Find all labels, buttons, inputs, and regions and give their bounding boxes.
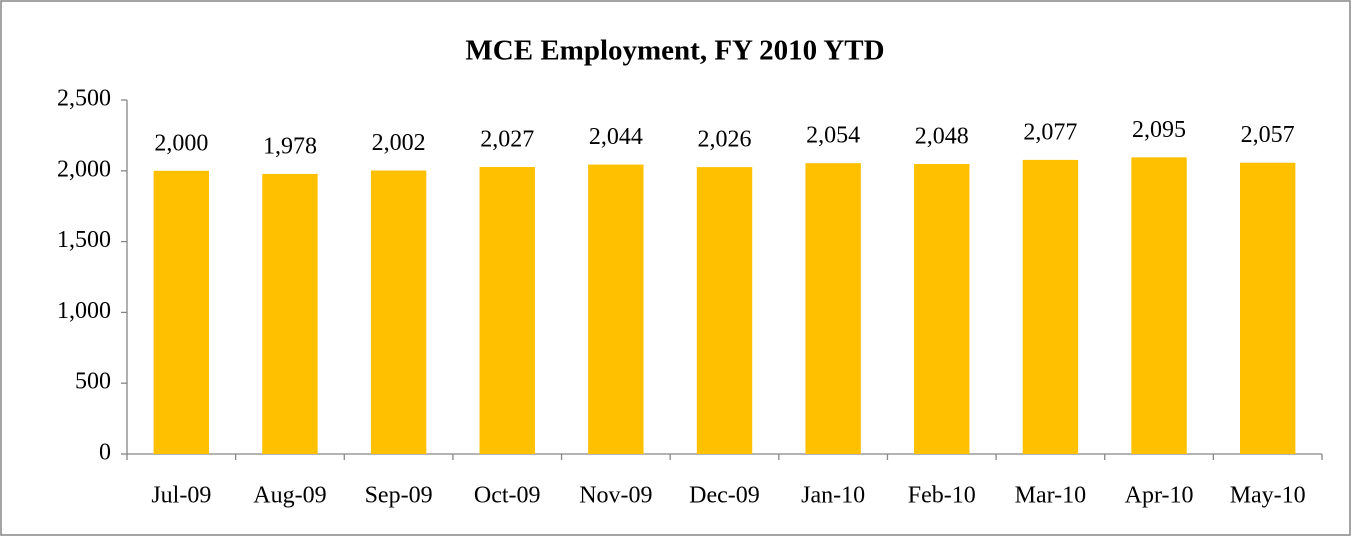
value-label: 2,077 (1023, 119, 1077, 145)
value-label: 2,027 (480, 126, 534, 152)
bar (805, 163, 861, 454)
x-tick-label: Sep-09 (365, 483, 433, 509)
x-tick-label: Jan-10 (801, 483, 865, 509)
bar (1239, 162, 1296, 454)
bar (588, 164, 644, 455)
x-tick-label: Oct-09 (474, 483, 541, 509)
bar (696, 167, 753, 454)
value-label: 2,057 (1241, 122, 1295, 148)
x-tick-label: Mar-10 (1015, 483, 1087, 509)
x-tick-label: Dec-09 (689, 483, 760, 509)
chart-title: MCE Employment, FY 2010 YTD (465, 35, 884, 67)
value-label: 2,095 (1132, 117, 1186, 143)
y-tick-label: 2,000 (57, 156, 111, 182)
value-label: 2,044 (589, 124, 643, 150)
bar (153, 170, 210, 455)
value-label: 2,048 (915, 124, 969, 150)
bar (479, 166, 535, 454)
value-label: 1,978 (263, 133, 317, 159)
x-tick-label: Aug-09 (253, 483, 326, 509)
y-tick-label: 0 (99, 440, 111, 466)
y-tick-label: 1,000 (57, 298, 111, 324)
bar (1022, 159, 1079, 455)
x-tick-label: May-10 (1230, 483, 1306, 509)
y-tick-label: 2,500 (57, 86, 111, 112)
value-label: 2,026 (698, 127, 752, 153)
y-tick-label: 500 (75, 369, 111, 395)
y-tick-label: 1,500 (57, 227, 111, 253)
value-label: 2,054 (806, 123, 860, 149)
x-tick-label: Feb-10 (908, 483, 976, 509)
value-label: 2,002 (372, 130, 426, 156)
bar (1131, 157, 1187, 454)
bar (370, 170, 427, 455)
x-tick-label: Apr-10 (1125, 483, 1194, 509)
bar (914, 164, 970, 454)
x-tick-label: Nov-09 (579, 483, 652, 509)
value-label: 2,000 (154, 130, 208, 156)
x-tick-label: Jul-09 (151, 483, 211, 509)
bar (262, 173, 318, 454)
